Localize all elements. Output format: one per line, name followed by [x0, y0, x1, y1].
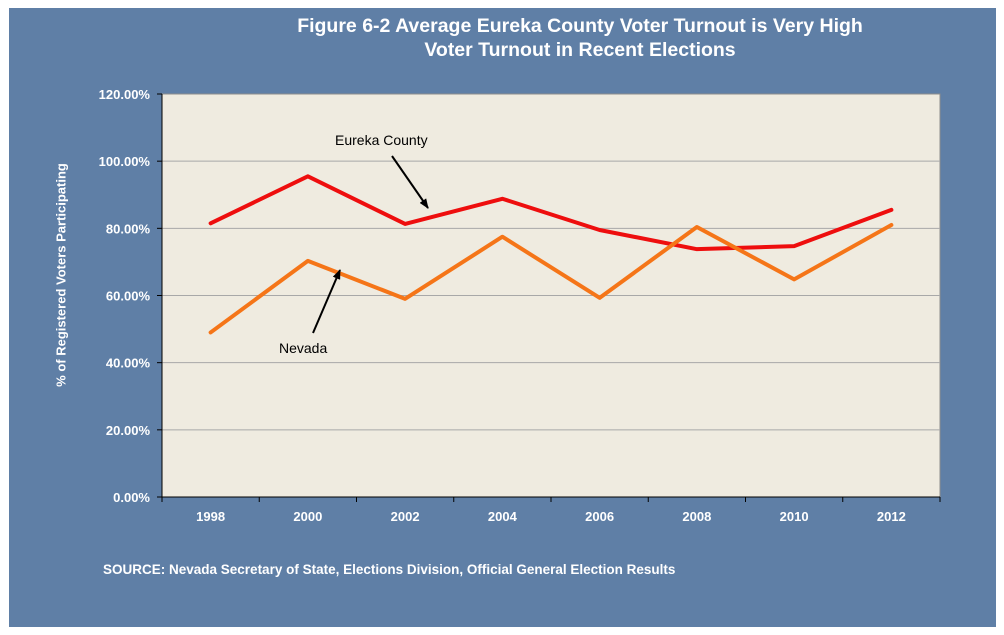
data-point-eureka-county [501, 198, 503, 200]
chart-title: Figure 6-2 Average Eureka County Voter T… [140, 14, 1004, 62]
data-point-eureka-county [404, 223, 406, 225]
data-point-nevada [307, 260, 309, 262]
annotation-arrow-nevada [312, 269, 341, 334]
data-point-eureka-county [696, 248, 698, 250]
chart-title-line-2: Voter Turnout in Recent Elections [424, 39, 736, 61]
data-point-nevada [793, 278, 795, 280]
annotation-nevada: Nevada [279, 340, 327, 356]
data-point-nevada [501, 236, 503, 238]
data-point-nevada [696, 226, 698, 228]
y-tick-label: 100.00% [99, 154, 151, 169]
data-point-nevada [404, 298, 406, 300]
y-tick-label: 40.00% [106, 356, 151, 371]
x-tick-label: 1998 [196, 509, 225, 524]
y-tick-label: 0.00% [113, 490, 150, 505]
data-point-eureka-county [793, 245, 795, 247]
data-point-nevada [210, 331, 212, 333]
x-tick-label: 2000 [293, 509, 322, 524]
data-point-eureka-county [890, 209, 892, 211]
source-note: SOURCE: Nevada Secretary of State, Elect… [103, 562, 676, 577]
x-tick-label: 2002 [391, 509, 420, 524]
x-tick-label: 2010 [780, 509, 809, 524]
data-point-eureka-county [210, 222, 212, 224]
series-line-nevada [208, 222, 894, 335]
data-point-eureka-county [307, 175, 309, 177]
y-tick-label: 60.00% [106, 289, 151, 304]
y-tick-label: 80.00% [106, 221, 151, 236]
x-tick-label: 2008 [682, 509, 711, 524]
y-tick-label: 20.00% [106, 423, 151, 438]
y-tick-label: 120.00% [99, 87, 151, 102]
x-tick-label: 2004 [488, 509, 518, 524]
data-point-nevada [890, 224, 892, 226]
x-tick-label: 2012 [877, 509, 906, 524]
data-point-eureka-county [599, 229, 601, 231]
x-tick-label: 2006 [585, 509, 614, 524]
chart-title-line-1: Figure 6-2 Average Eureka County Voter T… [297, 15, 863, 37]
annotation-eureka-county: Eureka County [335, 132, 428, 148]
series-line-eureka-county [208, 174, 894, 252]
data-point-nevada [599, 297, 601, 299]
annotation-arrow-eureka [391, 155, 429, 209]
